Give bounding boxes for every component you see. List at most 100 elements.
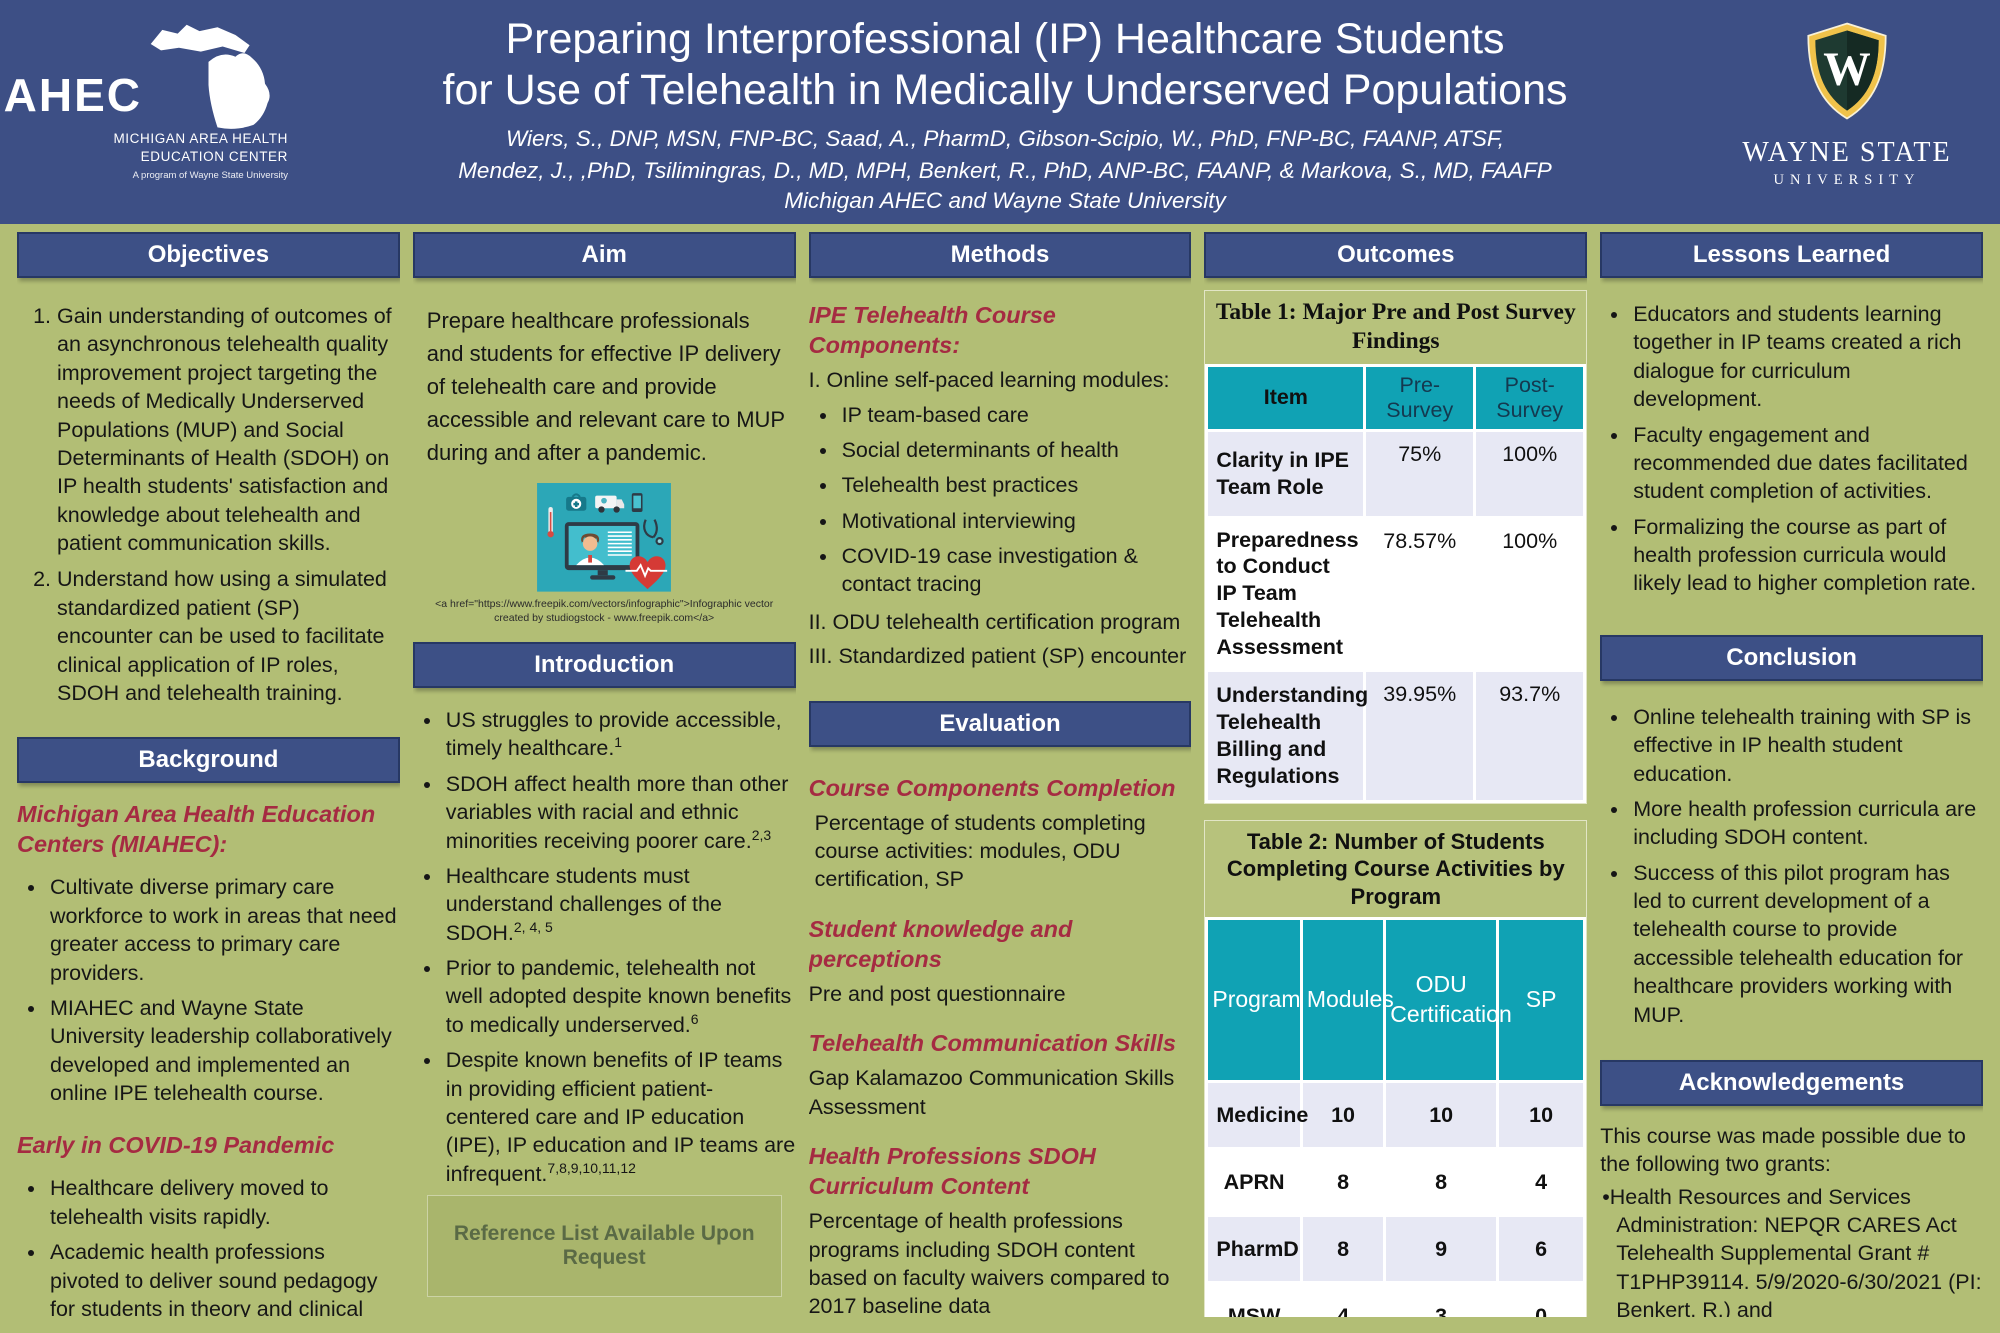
conclusion-list: Online telehealth training with SP is ef… (1600, 703, 1983, 1036)
evaluation-section-title: Telehealth Communication Skills (808, 1030, 1176, 1057)
bullet-item: SDOH affect health more than other varia… (443, 770, 796, 855)
table-cell: 10 (1331, 1102, 1356, 1127)
ahec-logo: AHEC MICHIGAN AREA HEALTH EDUCATION CENT… (4, 8, 288, 182)
bullet-text: Prior to pandemic, telehealth not well a… (445, 956, 792, 1037)
smartphone-icon (631, 493, 643, 513)
bullet-item: Despite known benefits of IP teams in pr… (443, 1046, 796, 1188)
table-cell: 8 (1337, 1236, 1350, 1261)
objective-item: Gain understanding of outcomes of an asy… (57, 302, 398, 557)
acknowledgements-list: Health Resources and Services Administra… (1600, 1181, 1983, 1317)
table-cell: 39.95% (1383, 681, 1457, 706)
bullet-item: Academic health professions pivoted to d… (47, 1238, 400, 1317)
wsu-shield-icon: W (1807, 22, 1887, 120)
authors-line2: Mendez, J., ,PhD, Tsilimingras, D., MD, … (458, 157, 1552, 183)
table-cell: 0 (1535, 1303, 1548, 1317)
table-cell: 10 (1529, 1102, 1554, 1127)
ahec-logo-top: AHEC (4, 8, 288, 130)
bullet-item: Healthcare delivery moved to telehealth … (47, 1174, 400, 1231)
table-cell: 3 (1435, 1303, 1448, 1317)
lessons-header: Lessons Learned (1600, 232, 1983, 278)
table1-title: Table 1: Major Pre and Post Survey Findi… (1215, 299, 1576, 355)
table-cell: 8 (1435, 1169, 1448, 1194)
bullet-item: Cultivate diverse primary care workforce… (47, 873, 400, 987)
table-cell: MSW (1227, 1303, 1281, 1317)
stethoscope-icon (643, 519, 664, 546)
reference-superscript: 2, 4, 5 (513, 918, 553, 935)
bullet-text: Healthcare students must understand chal… (445, 863, 722, 945)
table-row: PharmD 8 9 6 (1208, 1217, 1584, 1282)
ambulance-icon (595, 495, 625, 513)
michigan-map-icon (150, 24, 270, 129)
bullet-item: Health Resources and Services Administra… (1602, 1183, 1983, 1317)
bullet-item: Healthcare students must understand chal… (443, 862, 796, 947)
table-cell: 8 (1337, 1169, 1350, 1194)
table-cell: 6 (1535, 1236, 1548, 1261)
heart-ecg-icon (625, 556, 668, 590)
table-cell: APRN (1223, 1169, 1285, 1194)
ahec-name-line2: EDUCATION CENTER (140, 148, 288, 164)
table-header-row: Program Modules ODU Certification SP (1208, 920, 1584, 1081)
bullet-item: US struggles to provide accessible, time… (443, 706, 796, 763)
affiliation: Michigan AHEC and Wayne State University (784, 188, 1226, 214)
table-cell: PharmD (1216, 1236, 1299, 1261)
column-header: Program (1208, 920, 1301, 1081)
column-outcomes: Outcomes Table 1: Major Pre and Post Sur… (1204, 232, 1588, 1317)
title-block: Preparing Interprofessional (IP) Healthc… (288, 10, 1722, 214)
telehealth-infographic (537, 483, 672, 592)
reference-superscript: 7,8,9,10,11,12 (547, 1159, 636, 1176)
table-cell: 100% (1502, 441, 1558, 466)
bullet-item: Prior to pandemic, telehealth not well a… (443, 954, 796, 1039)
poster-body: Objectives Gain understanding of outcome… (0, 224, 2000, 1333)
poster-title-line1: Preparing Interprofessional (IP) Healthc… (505, 15, 1505, 63)
outcomes-header: Outcomes (1204, 232, 1588, 278)
methods-course-title: IPE Telehealth Course Components: (808, 302, 1056, 359)
evaluation-header: Evaluation (808, 700, 1192, 747)
bullet-item: Faculty engagement and recommended due d… (1630, 421, 1983, 506)
bullet-item: Success of this pilot program has led to… (1630, 859, 1983, 1029)
table-cell: 10 (1429, 1102, 1454, 1127)
column-header: ODU Certification (1386, 920, 1512, 1081)
table2-title: Table 2: Number of Students Completing C… (1226, 828, 1565, 909)
column-methods-evaluation: Methods IPE Telehealth Course Components… (808, 232, 1192, 1317)
bullet-text: Despite known benefits of IP teams in pr… (445, 1048, 796, 1186)
table-row: Preparedness to Conduct IP Team Teleheal… (1208, 518, 1584, 669)
table-cell: 75% (1398, 441, 1442, 466)
table-row: Medicine 10 10 10 (1208, 1083, 1584, 1148)
table-cell: Clarity in IPE Team Role (1216, 447, 1350, 499)
methods-item-1: I. Online self-paced learning modules: (808, 368, 1170, 393)
table-cell: 93.7% (1499, 681, 1561, 706)
objective-item: Understand how using a simulated standar… (57, 565, 398, 707)
ahec-tagline: A program of Wayne State University (132, 170, 288, 182)
column-objectives: Objectives Gain understanding of outcome… (17, 232, 400, 1317)
evaluation-section-title: Health Professions SDOH Curriculum Conte… (808, 1143, 1096, 1200)
table-row: Clarity in IPE Team Role 75% 100% (1208, 431, 1584, 516)
poster-header: AHEC MICHIGAN AREA HEALTH EDUCATION CENT… (0, 0, 2000, 224)
wsu-logo: W WAYNE STATE UNIVERSITY (1722, 20, 1972, 189)
column-header: Modules (1302, 920, 1394, 1081)
table-header-row: Item Pre-Survey Post-Survey (1208, 366, 1584, 429)
background-miahec-list: Cultivate diverse primary care workforce… (17, 873, 400, 1114)
evaluation-section-title: Course Components Completion (808, 774, 1176, 801)
table2: Program Modules ODU Certification SP Med… (1205, 917, 1587, 1317)
table-row: MSW 4 3 0 (1208, 1284, 1584, 1317)
evaluation-section-text: Percentage of health professions program… (808, 1209, 1170, 1317)
introduction-list: US struggles to provide accessible, time… (413, 706, 796, 1195)
bullet-item: Motivational interviewing (839, 507, 1192, 535)
table-cell: 100% (1502, 528, 1558, 553)
bullet-item: Online telehealth training with SP is ef… (1630, 703, 1983, 788)
reference-superscript: 1 (614, 734, 623, 751)
table-row: APRN 8 8 4 (1208, 1150, 1584, 1215)
methods-item-2: II. ODU telehealth certification program (808, 609, 1181, 634)
thermometer-icon (547, 506, 554, 538)
evaluation-section-text: Gap Kalamazoo Communication Skills Asses… (808, 1066, 1175, 1119)
bullet-text: US struggles to provide accessible, time… (445, 708, 782, 761)
background-header: Background (17, 737, 400, 784)
ahec-name-line1: MICHIGAN AREA HEALTH (113, 131, 288, 146)
bullet-text: SDOH affect health more than other varia… (445, 771, 789, 853)
aim-text: Prepare healthcare professionals and stu… (426, 308, 785, 465)
svg-text:W: W (1823, 44, 1870, 96)
bullet-item: Formalizing the course as part of health… (1630, 513, 1983, 598)
reference-superscript: 2,3 (751, 826, 772, 843)
background-covid-list: Healthcare delivery moved to telehealth … (17, 1174, 400, 1317)
